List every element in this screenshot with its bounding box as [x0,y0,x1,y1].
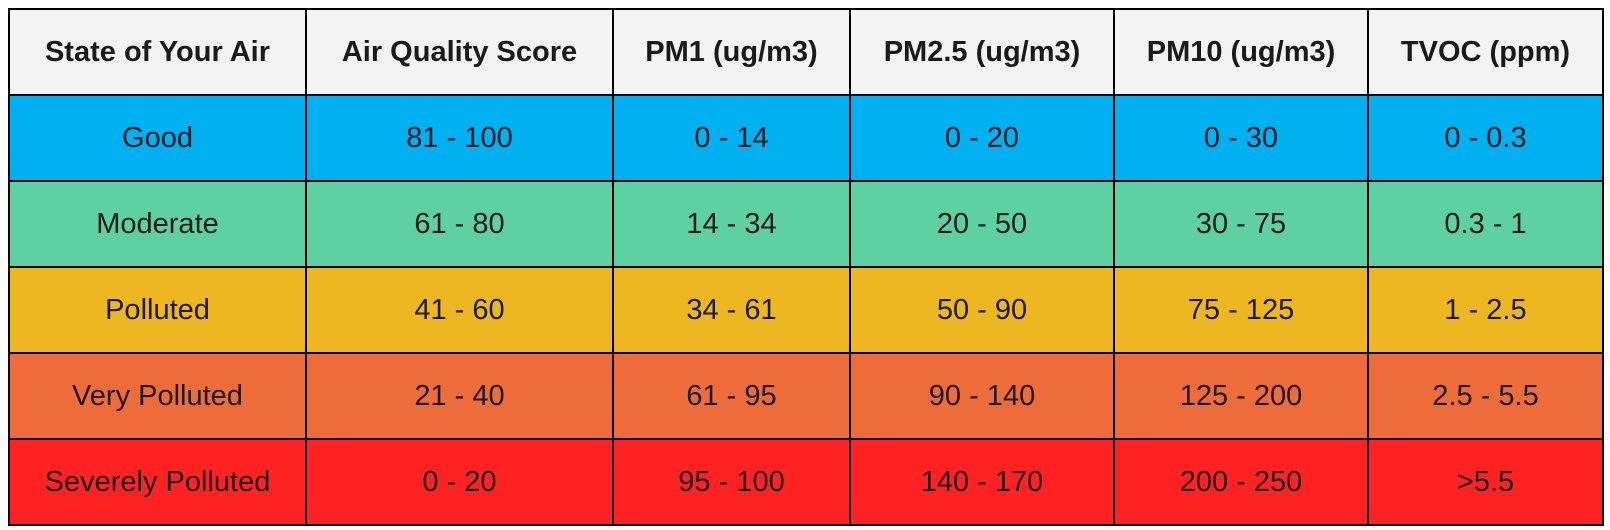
air-quality-table-container: State of Your Air Air Quality Score PM1 … [8,8,1604,526]
cell-pm10: 75 - 125 [1113,266,1369,354]
header-state: State of Your Air [8,8,307,96]
header-row: State of Your Air Air Quality Score PM1 … [8,8,1604,96]
cell-score: 81 - 100 [305,94,614,182]
header-pm1: PM1 (ug/m3) [612,8,851,96]
table-row: Good 81 - 100 0 - 14 0 - 20 0 - 30 0 - 0… [8,94,1604,182]
cell-pm25: 20 - 50 [849,180,1115,268]
cell-tvoc: 0.3 - 1 [1367,180,1604,268]
cell-pm10: 200 - 250 [1113,438,1369,526]
header-score: Air Quality Score [305,8,614,96]
cell-tvoc: 1 - 2.5 [1367,266,1604,354]
cell-state: Very Polluted [8,352,307,440]
air-quality-table: State of Your Air Air Quality Score PM1 … [8,8,1604,526]
cell-pm25: 0 - 20 [849,94,1115,182]
cell-pm25: 140 - 170 [849,438,1115,526]
table-row: Severely Polluted 0 - 20 95 - 100 140 - … [8,438,1604,526]
cell-pm1: 34 - 61 [612,266,851,354]
cell-state: Good [8,94,307,182]
cell-score: 61 - 80 [305,180,614,268]
cell-score: 0 - 20 [305,438,614,526]
cell-pm25: 90 - 140 [849,352,1115,440]
table-row: Very Polluted 21 - 40 61 - 95 90 - 140 1… [8,352,1604,440]
cell-tvoc: >5.5 [1367,438,1604,526]
header-pm25: PM2.5 (ug/m3) [849,8,1115,96]
cell-tvoc: 0 - 0.3 [1367,94,1604,182]
cell-score: 21 - 40 [305,352,614,440]
cell-state: Polluted [8,266,307,354]
table-row: Moderate 61 - 80 14 - 34 20 - 50 30 - 75… [8,180,1604,268]
cell-pm1: 61 - 95 [612,352,851,440]
cell-pm1: 95 - 100 [612,438,851,526]
cell-pm1: 0 - 14 [612,94,851,182]
cell-pm10: 30 - 75 [1113,180,1369,268]
cell-pm1: 14 - 34 [612,180,851,268]
header-tvoc: TVOC (ppm) [1367,8,1604,96]
cell-pm25: 50 - 90 [849,266,1115,354]
cell-state: Severely Polluted [8,438,307,526]
cell-pm10: 0 - 30 [1113,94,1369,182]
cell-tvoc: 2.5 - 5.5 [1367,352,1604,440]
cell-state: Moderate [8,180,307,268]
cell-score: 41 - 60 [305,266,614,354]
table-row: Polluted 41 - 60 34 - 61 50 - 90 75 - 12… [8,266,1604,354]
cell-pm10: 125 - 200 [1113,352,1369,440]
header-pm10: PM10 (ug/m3) [1113,8,1369,96]
